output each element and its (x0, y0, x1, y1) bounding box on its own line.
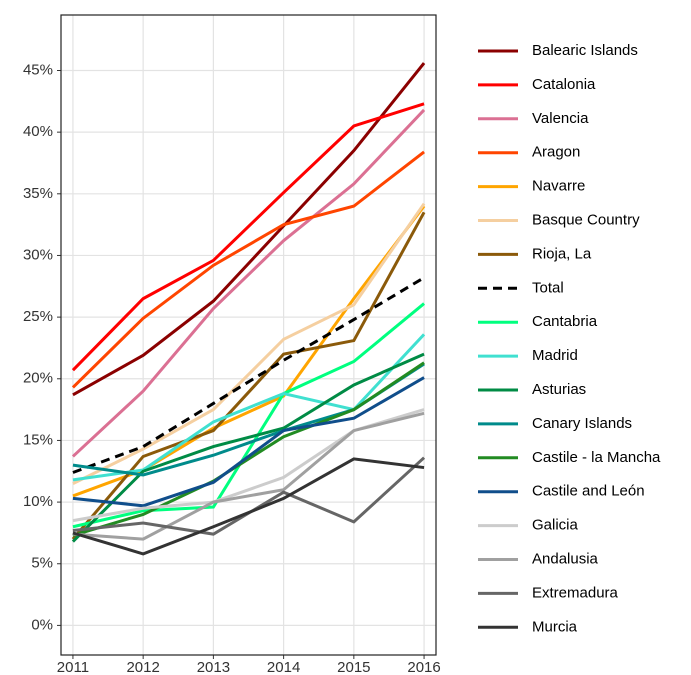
series-line (72, 333, 426, 482)
legend-label: Navarre (532, 178, 585, 195)
y-tick-label: 20% (23, 370, 53, 387)
y-tick-label: 10% (23, 493, 53, 510)
series-line (72, 361, 425, 537)
y-tick-label: 30% (23, 246, 53, 263)
series-line (72, 276, 425, 474)
y-tick-label: 15% (23, 431, 53, 448)
legend-label: Extremadura (532, 584, 619, 601)
legend-label: Canary Islands (532, 415, 632, 432)
x-tick-label: 2015 (337, 659, 370, 675)
plot-border (60, 14, 437, 656)
legend-label: Basque Country (532, 211, 640, 228)
legend-label: Aragon (532, 144, 580, 161)
y-tick-label: 35% (23, 185, 53, 202)
legend-label: Cantabria (532, 313, 598, 330)
legend-label: Castile - la Mancha (532, 449, 661, 466)
legend-label: Valencia (532, 110, 589, 127)
legend-label: Balearic Islands (532, 42, 638, 59)
series-line (71, 150, 425, 389)
series-line (71, 102, 425, 372)
y-tick-label: 40% (23, 123, 53, 140)
legend-label: Galicia (532, 517, 579, 534)
legend-label: Asturias (532, 381, 586, 398)
series-line (72, 302, 426, 529)
x-tick-label: 2012 (126, 659, 159, 675)
series-line (72, 457, 425, 556)
series-line (72, 376, 425, 508)
series-line (71, 352, 425, 543)
legend-label: Andalusia (532, 550, 599, 567)
legend-label: Rioja, La (532, 245, 592, 262)
y-tick-label: 45% (23, 61, 53, 78)
series-line (72, 202, 426, 485)
x-tick-label: 2016 (407, 659, 440, 675)
x-tick-label: 2013 (197, 659, 230, 675)
x-tick-label: 2014 (267, 659, 300, 675)
legend-label: Total (532, 279, 564, 296)
y-tick-label: 0% (31, 616, 53, 633)
y-tick-label: 25% (23, 308, 53, 325)
x-tick-label: 2011 (57, 659, 89, 675)
legend-label: Murcia (532, 618, 578, 635)
legend-label: Castile and León (532, 483, 645, 500)
series-line (71, 108, 426, 458)
y-tick-label: 5% (31, 555, 53, 572)
legend-label: Catalonia (532, 76, 596, 93)
series-line (72, 411, 425, 541)
series-line (72, 62, 426, 397)
legend-label: Madrid (532, 347, 578, 364)
